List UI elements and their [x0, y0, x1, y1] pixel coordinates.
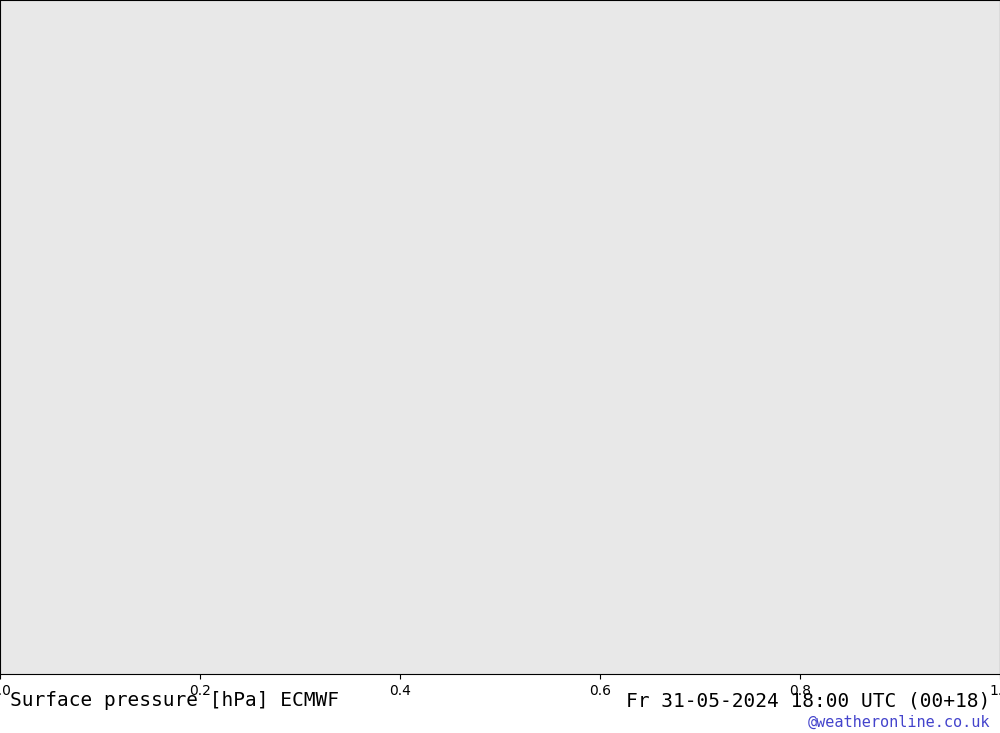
- Text: Surface pressure [hPa] ECMWF: Surface pressure [hPa] ECMWF: [10, 691, 339, 710]
- Text: @weatheronline.co.uk: @weatheronline.co.uk: [808, 715, 990, 730]
- Text: Fr 31-05-2024 18:00 UTC (00+18): Fr 31-05-2024 18:00 UTC (00+18): [626, 691, 990, 710]
